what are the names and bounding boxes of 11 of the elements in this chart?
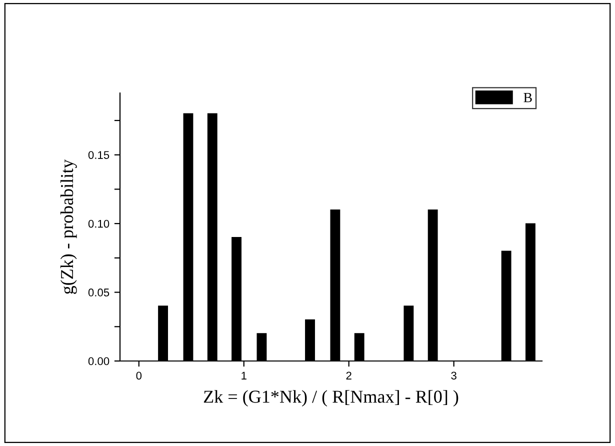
x-tick-label: 2 <box>346 372 352 380</box>
legend-label: B <box>524 93 532 102</box>
x-axis-title: Zk = (G1*Nk) / ( R[Nmax] - R[0] ) <box>204 390 458 406</box>
y-tick-label: 0.00 <box>88 357 110 366</box>
y-tick-label: 0.15 <box>88 151 110 159</box>
x-tick-label: 1 <box>242 372 246 380</box>
y-tick-label: 0.05 <box>88 288 110 296</box>
y-tick-label: 0.10 <box>88 220 110 228</box>
y-axis-title: g(Zk) - probability <box>60 159 77 294</box>
x-tick-label: 0 <box>136 372 142 380</box>
x-tick-label: 3 <box>451 372 456 380</box>
